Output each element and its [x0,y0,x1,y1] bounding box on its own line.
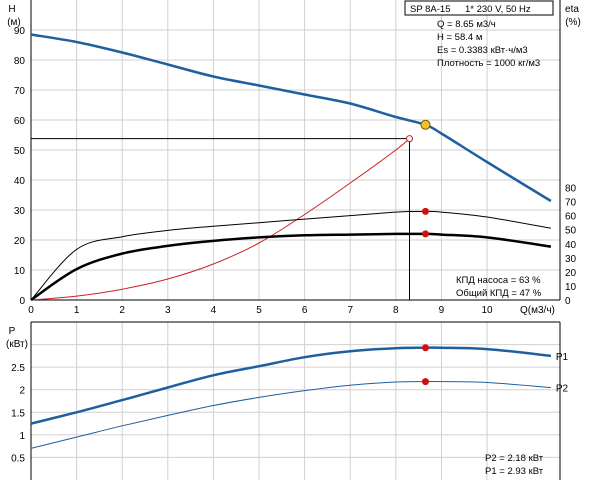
p-tick-label: 2.5 [11,363,25,374]
y-tick-label: 70 [14,86,26,97]
x-tick-label: 6 [302,305,308,316]
info-model: SP 8A-15 [410,4,451,15]
head-curve [30,33,552,203]
pump-efficiency-curve [30,210,551,301]
y-tick-label: 80 [14,56,26,67]
y2-tick-label: 70 [565,198,577,209]
y-tick-label: 50 [14,146,26,157]
x-tick-label: 3 [165,305,171,316]
y2-tick-label: 50 [565,226,577,237]
x-tick-label: 8 [393,305,399,316]
y2-tick-label: 20 [565,268,577,279]
y2-tick-label: 80 [565,184,577,195]
y-tick-label: 90 [14,26,26,37]
pump-efficiency-text: КПД насоса = 63 % [456,275,541,286]
p1-curve-label: P1 [556,352,569,363]
system-curve [30,138,410,301]
p-tick-label: 2 [19,386,25,397]
y2-tick-label: 0 [565,296,571,307]
axis-labels: 0 10 20 30 40 50 60 70 80 90 0 10 20 30 40 50 60 70 80 0 1 2 3… [6,4,581,464]
y2-axis-label: eta [565,4,579,15]
info-supply: 1* 230 V, 50 Hz [465,4,531,15]
y2-tick-label: 30 [565,254,577,265]
duty-point-marker [420,119,431,130]
p-axis-unit: (кВт) [6,339,28,350]
p1-curve [30,346,552,425]
efficiency-marker [421,230,429,238]
curves [30,33,552,449]
p-tick-label: 1.5 [11,408,25,419]
power-note: P2 = 2.18 кВт P1 = 2.93 кВт [485,453,544,477]
x-tick-label: 2 [119,305,125,316]
y-axis-label: H [8,4,15,15]
p1-value-text: P1 = 2.93 кВт [485,466,544,477]
p2-value-text: P2 = 2.18 кВт [485,453,544,464]
info-head: H = 58.4 м [437,32,482,43]
info-density: Плотность = 1000 кг/м3 [437,58,540,69]
y2-axis-unit: (%) [565,17,581,28]
system-point-marker [406,135,414,143]
y-tick-label: 40 [14,176,26,187]
x-tick-label: 5 [256,305,262,316]
x-tick-label: 0 [28,305,34,316]
p2-curve [30,380,551,449]
y2-tick-label: 10 [565,282,577,293]
y-tick-label: 10 [14,266,26,277]
x-tick-label: 4 [211,305,217,316]
x-axis-label: Q(м3/ч) [520,305,555,316]
y-axis-unit: (м) [7,17,21,28]
x-tick-label: 9 [439,305,445,316]
total-efficiency-text: Общий КПД = 47 % [456,288,542,299]
x-tick-label: 1 [74,305,80,316]
power-marker [421,344,429,352]
y-tick-label: 60 [14,116,26,127]
power-marker [421,378,429,386]
y-tick-label: 0 [19,296,25,307]
plot-frames [30,0,561,480]
y-tick-label: 30 [14,206,26,217]
grid-lines [31,0,560,480]
info-box-header [404,0,554,16]
p-tick-label: 0.5 [11,453,25,464]
info-box: SP 8A-15 1* 230 V, 50 Hz Q = 8.65 м3/ч H… [404,0,554,69]
efficiency-note: КПД насоса = 63 % Общий КПД = 47 % [456,275,542,299]
p2-curve-label: P2 [556,383,569,394]
x-tick-label: 10 [481,305,493,316]
x-tick-label: 7 [347,305,353,316]
y2-tick-label: 60 [565,212,577,223]
p-tick-label: 1 [19,431,25,442]
info-energy: Es = 0.3383 кВт·ч/м3 [437,45,528,56]
efficiency-marker [421,207,429,215]
y2-tick-label: 40 [565,240,577,251]
p-axis-label: P [9,326,16,337]
info-flow: Q = 8.65 м3/ч [437,19,496,30]
y-tick-label: 20 [14,236,26,247]
total-efficiency-curve [30,232,552,302]
